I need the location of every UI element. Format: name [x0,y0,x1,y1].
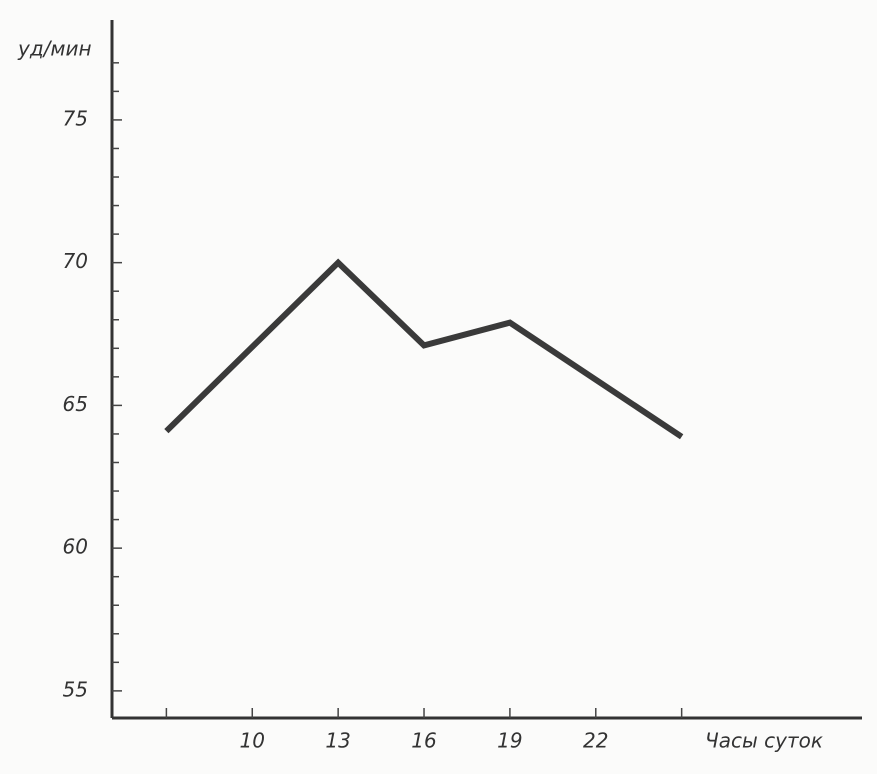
y-tick-label: 55 [63,677,88,701]
y-tick-label: 70 [63,249,88,273]
x-tick-label: 10 [240,729,265,753]
x-tick-label: 19 [497,729,522,753]
y-tick-label: 75 [63,106,88,130]
x-tick-label: 13 [325,729,350,753]
x-tick-label: 22 [583,729,608,753]
x-axis-label: Часы суток [705,729,823,753]
y-tick-label: 65 [63,392,88,416]
y-axis-label: уд/мин [17,37,92,61]
y-tick-label: 60 [63,535,88,559]
x-tick-label: 16 [411,729,436,753]
line-series [164,258,684,440]
